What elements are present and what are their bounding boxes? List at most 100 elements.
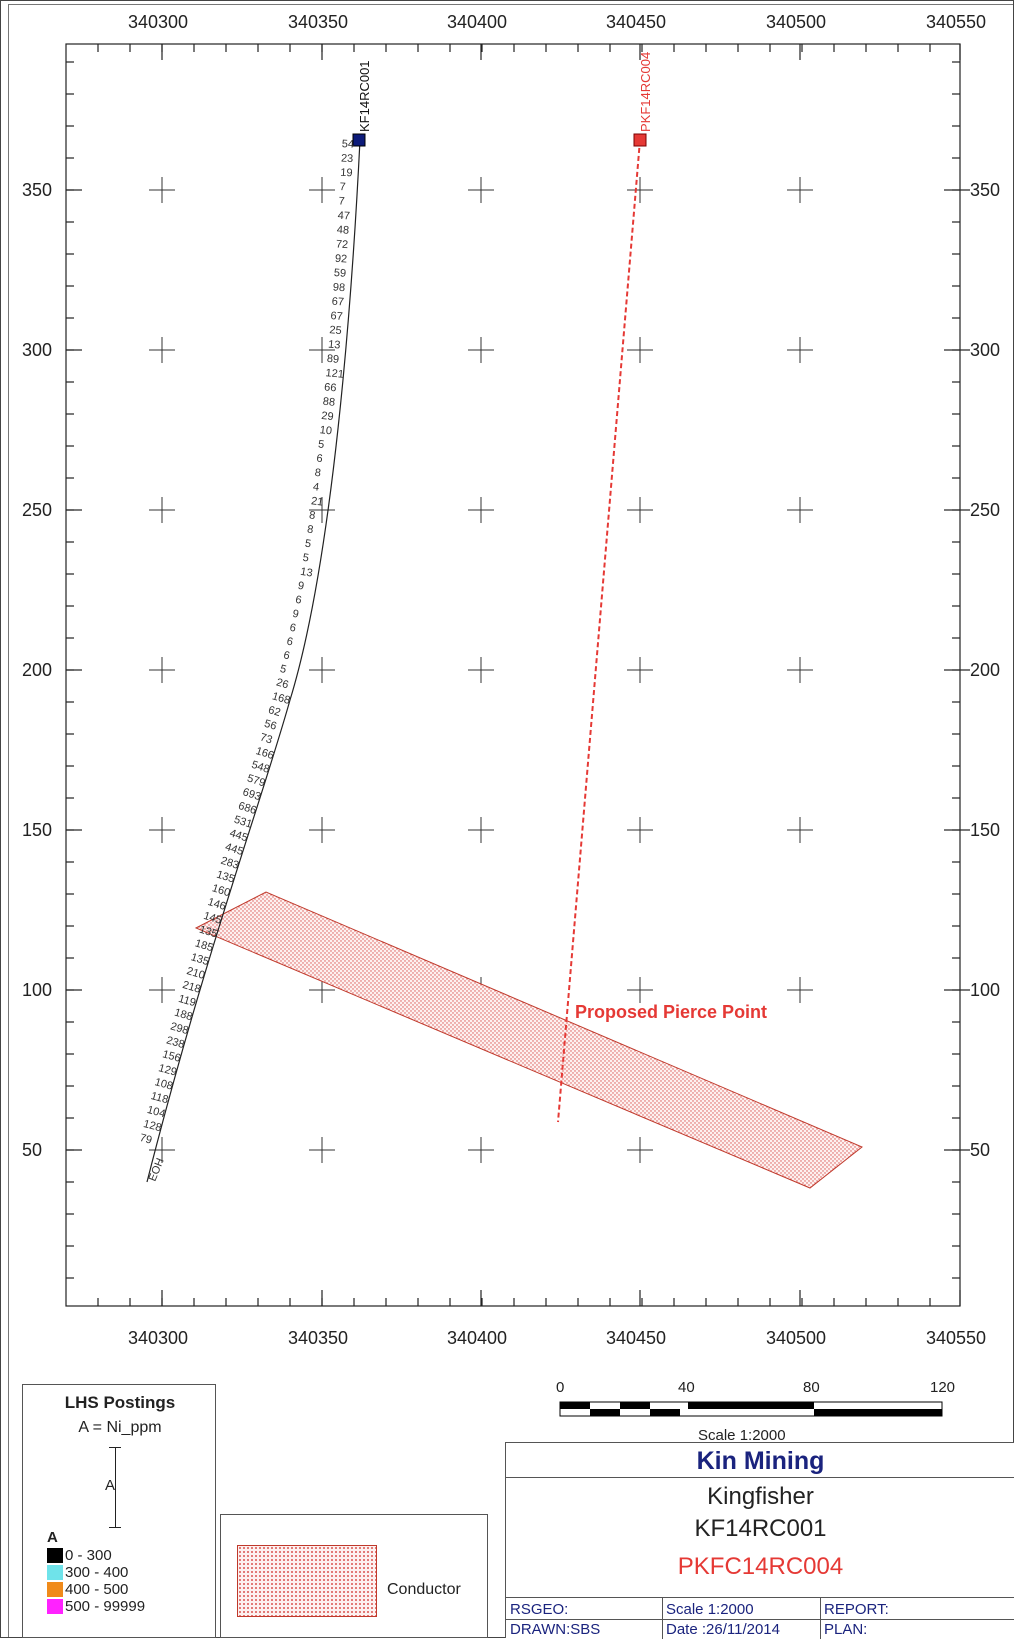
legend-swatch	[47, 1565, 63, 1580]
y-tick-label-left: 50	[22, 1140, 42, 1160]
legend-subtitle: A = Ni_ppm	[78, 1419, 162, 1436]
scale-label-80: 80	[803, 1379, 820, 1396]
y-tick-label-right: 350	[970, 180, 1000, 200]
pierce-point-label: Proposed Pierce Point	[575, 1002, 767, 1022]
assay-value: 108	[153, 1076, 174, 1092]
y-tick-label-left: 200	[22, 660, 52, 680]
assay-value: 56	[263, 718, 278, 733]
assay-value: 5	[302, 552, 310, 565]
y-tick-label-left: 150	[22, 820, 52, 840]
assay-value: 5	[279, 663, 288, 676]
collar-kf14rc001	[352, 133, 366, 147]
assay-value: 445	[228, 827, 249, 844]
legend-swatch	[47, 1582, 63, 1597]
assay-value: 548	[250, 759, 271, 776]
x-tick-label-top: 340450	[606, 12, 666, 32]
assay-value: 6	[285, 635, 294, 648]
assay-value: 6	[289, 622, 298, 635]
assay-value: 8	[308, 509, 316, 522]
drillhole-trace-kf14rc001	[146, 139, 361, 1183]
legend-label: 400 - 500	[65, 1581, 129, 1598]
assay-value: 579	[246, 772, 267, 789]
assay-value: 118	[150, 1090, 170, 1106]
assay-value: 298	[169, 1021, 190, 1038]
assay-value: 25	[329, 324, 342, 337]
assay-value: 73	[259, 731, 274, 746]
y-tick-label-left: 300	[22, 340, 52, 360]
scale-label-40: 40	[678, 1379, 695, 1396]
hole-label-kf14rc001: KF14RC001	[357, 60, 372, 132]
assay-value: 166	[254, 745, 275, 762]
scale-label-0: 0	[556, 1379, 564, 1396]
legend-entry: 0 - 300	[47, 1547, 217, 1564]
assay-value: 19	[340, 167, 353, 180]
y-tick-label-left: 250	[22, 500, 52, 520]
assay-value: 29	[321, 410, 334, 423]
assay-value: 48	[336, 224, 349, 237]
assay-value: 185	[194, 937, 215, 954]
y-tick-label-right: 150	[970, 820, 1000, 840]
rsgeo-field: RSGEO:	[510, 1601, 569, 1618]
assay-value: 8	[314, 467, 322, 480]
conductor-swatch	[237, 1545, 377, 1617]
assay-value: 5	[317, 438, 324, 451]
assay-value: 156	[161, 1048, 182, 1065]
date-field: Date :26/11/2014	[666, 1621, 780, 1638]
assay-value: 9	[291, 608, 299, 621]
assay-value: 210	[185, 965, 206, 982]
conductor-polygon	[194, 891, 863, 1189]
planned-hole: PKFC14RC004	[677, 1553, 844, 1580]
x-tick-label-bottom: 340350	[288, 1328, 348, 1348]
y-tick-label-right: 100	[970, 980, 1000, 1000]
report-field: REPORT:	[824, 1601, 889, 1618]
assay-value: 7	[339, 181, 346, 193]
x-tick-label-top: 340350	[288, 12, 348, 32]
assay-value: 79	[138, 1132, 153, 1147]
legend-column-letter: A	[47, 1529, 58, 1546]
scale-field: Scale 1:2000	[666, 1601, 754, 1618]
y-tick-label-right: 50	[970, 1140, 990, 1160]
assay-value: 188	[173, 1007, 194, 1024]
legend-entry: 400 - 500	[47, 1581, 217, 1598]
legend-posting-letter: A	[105, 1477, 116, 1494]
assay-value: 47	[337, 210, 350, 223]
assay-value: 88	[322, 396, 335, 409]
assay-value: 26	[275, 677, 290, 692]
assay-value: 5	[304, 538, 312, 551]
assay-value: 4	[312, 481, 320, 494]
scale-caption: Scale 1:2000	[698, 1427, 786, 1444]
x-tick-label-bottom: 340550	[926, 1328, 986, 1348]
assay-value: 283	[219, 855, 240, 872]
scale-bar: 0 40 80 120 Scale 1:2000	[556, 1379, 955, 1444]
x-tick-label-bottom: 340450	[606, 1328, 666, 1348]
assay-value: 160	[211, 882, 232, 899]
y-tick-label-left: 350	[22, 180, 52, 200]
assay-value: 59	[333, 267, 346, 280]
assay-value: 119	[177, 993, 197, 1009]
y-tick-label-left: 100	[22, 980, 52, 1000]
assay-value: 129	[157, 1062, 178, 1078]
drawn-field: DRAWN:SBS	[510, 1621, 601, 1638]
assay-value: 9	[297, 580, 305, 593]
y-tick-label-right: 300	[970, 340, 1000, 360]
assay-value: 21	[310, 495, 324, 509]
legend-panel: LHS Postings A = Ni_ppm A A 0 - 300 300 …	[22, 1384, 216, 1638]
company-name: Kin Mining	[696, 1447, 825, 1475]
assay-value: 6	[282, 649, 291, 662]
assay-value: 146	[206, 896, 227, 913]
assay-value: 13	[328, 339, 341, 352]
plan-field: PLAN:	[824, 1621, 868, 1638]
hole-label-pkf14rc004: PKF14RC004	[638, 52, 653, 132]
assay-value: 693	[241, 786, 262, 803]
assay-value: 6	[294, 594, 302, 607]
assay-value: 168	[271, 690, 292, 707]
collar-pkf14rc004	[633, 133, 647, 147]
x-tick-label-top: 340550	[926, 12, 986, 32]
assay-value: 135	[198, 924, 219, 941]
scale-label-120: 120	[930, 1379, 955, 1396]
y-tick-label-right: 250	[970, 500, 1000, 520]
legend-swatch	[47, 1599, 63, 1614]
assay-value: 135	[215, 869, 236, 886]
x-tick-label-bottom: 340300	[128, 1328, 188, 1348]
